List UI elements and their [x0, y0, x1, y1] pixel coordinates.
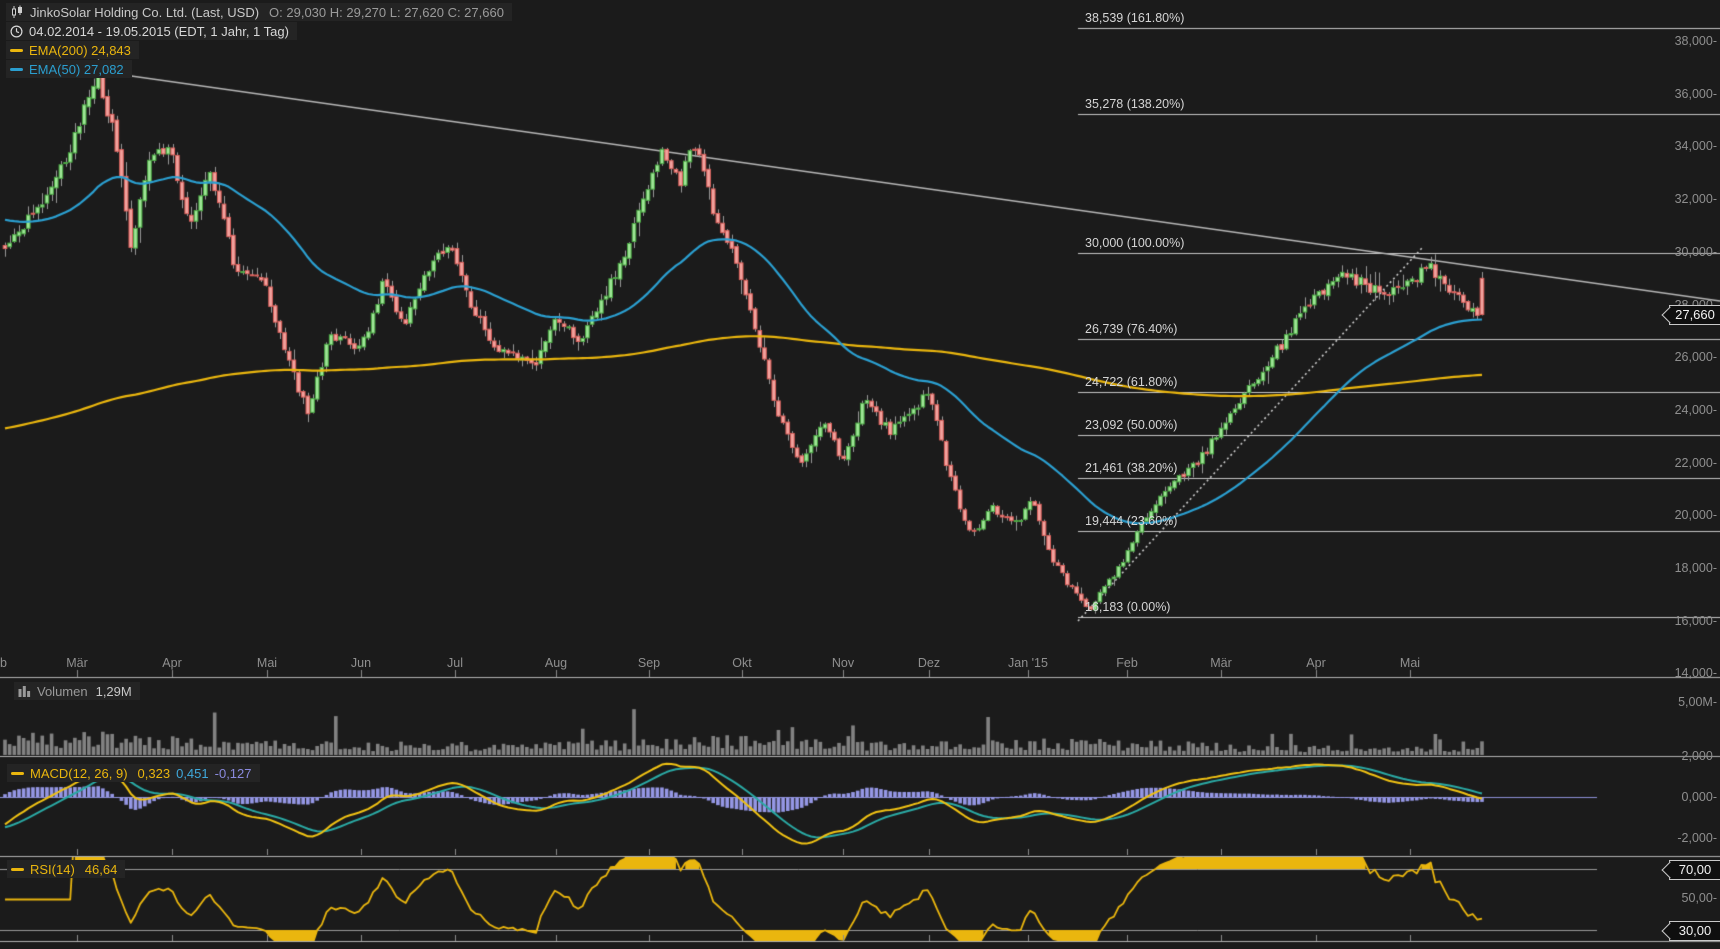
- fib-level-label: 24,722 (61.80%): [1085, 374, 1178, 389]
- last-price-tag: 27,660: [1669, 305, 1720, 325]
- time-axis-month-label: Okt: [732, 656, 752, 670]
- rsi-label: RSI(14): [30, 861, 75, 877]
- instrument-title: JinkoSolar Holding Co. Ltd. (Last, USD): [30, 4, 260, 20]
- date-range-text: 04.02.2014 - 19.05.2015 (EDT, 1 Jahr, 1 …: [29, 23, 289, 39]
- time-axis-month-label: Nov: [831, 656, 855, 670]
- macd-value: 0,323: [137, 765, 171, 781]
- volume-legend[interactable]: Volumen 1,29M: [14, 682, 140, 700]
- ema200-label: EMA(200) 24,843: [29, 42, 131, 58]
- rsi-value: 46,64: [84, 861, 118, 877]
- macd-axis-label: 2,000-: [1681, 749, 1717, 763]
- price-axis-label: 14,000-: [1674, 666, 1717, 681]
- volume-value: 1,29M: [95, 683, 132, 699]
- time-axis-month-label: Feb: [1116, 656, 1138, 670]
- price-axis-label: 30,000-: [1674, 244, 1717, 259]
- time-axis-month-label: Sep: [637, 656, 661, 670]
- macd-label: MACD(12, 26, 9): [30, 765, 128, 781]
- price-axis-label: 20,000-: [1674, 508, 1717, 523]
- macd-axis-label: 0,000-: [1681, 790, 1717, 804]
- volume-label: Volumen: [37, 683, 88, 699]
- rsi-legend[interactable]: RSI(14) 46,64: [7, 860, 126, 878]
- fib-level-label: 38,539 (161.80%): [1085, 10, 1185, 25]
- price-axis-label: 22,000-: [1674, 455, 1717, 470]
- ema50-line-icon: [10, 67, 23, 71]
- price-axis-label: 32,000-: [1674, 192, 1717, 207]
- time-axis-month-label: Dez: [917, 656, 941, 670]
- fib-level-label: 19,444 (23.60%): [1085, 513, 1178, 528]
- time-axis-month-label: Mai: [1399, 656, 1421, 670]
- time-axis-month-label: Aug: [544, 656, 568, 670]
- fib-level-label: 35,278 (138.20%): [1085, 96, 1185, 111]
- volume-axis-label: 5,00M-: [1678, 695, 1717, 709]
- price-axis-label: 16,000-: [1674, 613, 1717, 628]
- macd-axis-label: -2,000-: [1677, 831, 1717, 845]
- fib-level-label: 16,183 (0.00%): [1085, 599, 1171, 614]
- chart-legends: JinkoSolar Holding Co. Ltd. (Last, USD) …: [6, 3, 512, 79]
- fib-level-label: 26,739 (76.40%): [1085, 321, 1178, 336]
- candlestick-icon: [12, 5, 22, 18]
- price-axis-label: 26,000-: [1674, 350, 1717, 365]
- time-axis-month-label: Jul: [447, 656, 463, 670]
- macd-histogram-value: -0,127: [214, 765, 252, 781]
- macd-line-icon: [11, 771, 24, 775]
- rsi-line-icon: [11, 867, 24, 871]
- instrument-legend[interactable]: JinkoSolar Holding Co. Ltd. (Last, USD) …: [6, 3, 512, 21]
- volume-bars-icon: [18, 686, 31, 697]
- fib-level-label: 30,000 (100.00%): [1085, 235, 1185, 250]
- price-axis-label: 38,000-: [1674, 34, 1717, 48]
- rsi-mid-label: 50,00-: [1681, 891, 1717, 905]
- rsi-lower-badge: 30,00: [1669, 921, 1720, 941]
- ema50-label: EMA(50) 27,082: [29, 61, 124, 77]
- ema50-legend[interactable]: EMA(50) 27,082: [6, 60, 132, 78]
- macd-signal-value: 0,451: [176, 765, 209, 781]
- time-axis-month-label: Apr: [1306, 656, 1326, 670]
- macd-legend[interactable]: MACD(12, 26, 9) 0,323 0,451 -0,127: [7, 764, 260, 782]
- price-axis-label: 34,000-: [1674, 139, 1717, 154]
- time-axis-month-label: Mär: [1210, 656, 1232, 670]
- clock-icon: [10, 24, 23, 38]
- price-axis-label: 24,000-: [1674, 402, 1717, 417]
- time-axis-month-label: Jun: [350, 656, 372, 670]
- ema200-legend[interactable]: EMA(200) 24,843: [6, 41, 139, 59]
- time-axis-month-label: Mär: [66, 656, 88, 670]
- time-axis-month-label: Apr: [162, 656, 182, 670]
- rsi-upper-badge: 70,00: [1669, 860, 1720, 880]
- fib-level-label: 23,092 (50.00%): [1085, 417, 1178, 432]
- instrument-ohlc-values: O: 29,030 H: 29,270 L: 27,620 C: 27,660: [269, 4, 504, 20]
- time-axis-month-label: Mai: [256, 656, 278, 670]
- time-axis-month-label: Jan '15: [1008, 656, 1048, 670]
- fib-level-label: 21,461 (38.20%): [1085, 460, 1178, 475]
- date-range-legend[interactable]: 04.02.2014 - 19.05.2015 (EDT, 1 Jahr, 1 …: [6, 22, 297, 40]
- price-axis-label: 18,000-: [1674, 561, 1717, 575]
- ema200-line-icon: [10, 48, 23, 52]
- time-axis-month-label: b: [0, 656, 7, 670]
- price-axis-label: 36,000-: [1674, 86, 1717, 101]
